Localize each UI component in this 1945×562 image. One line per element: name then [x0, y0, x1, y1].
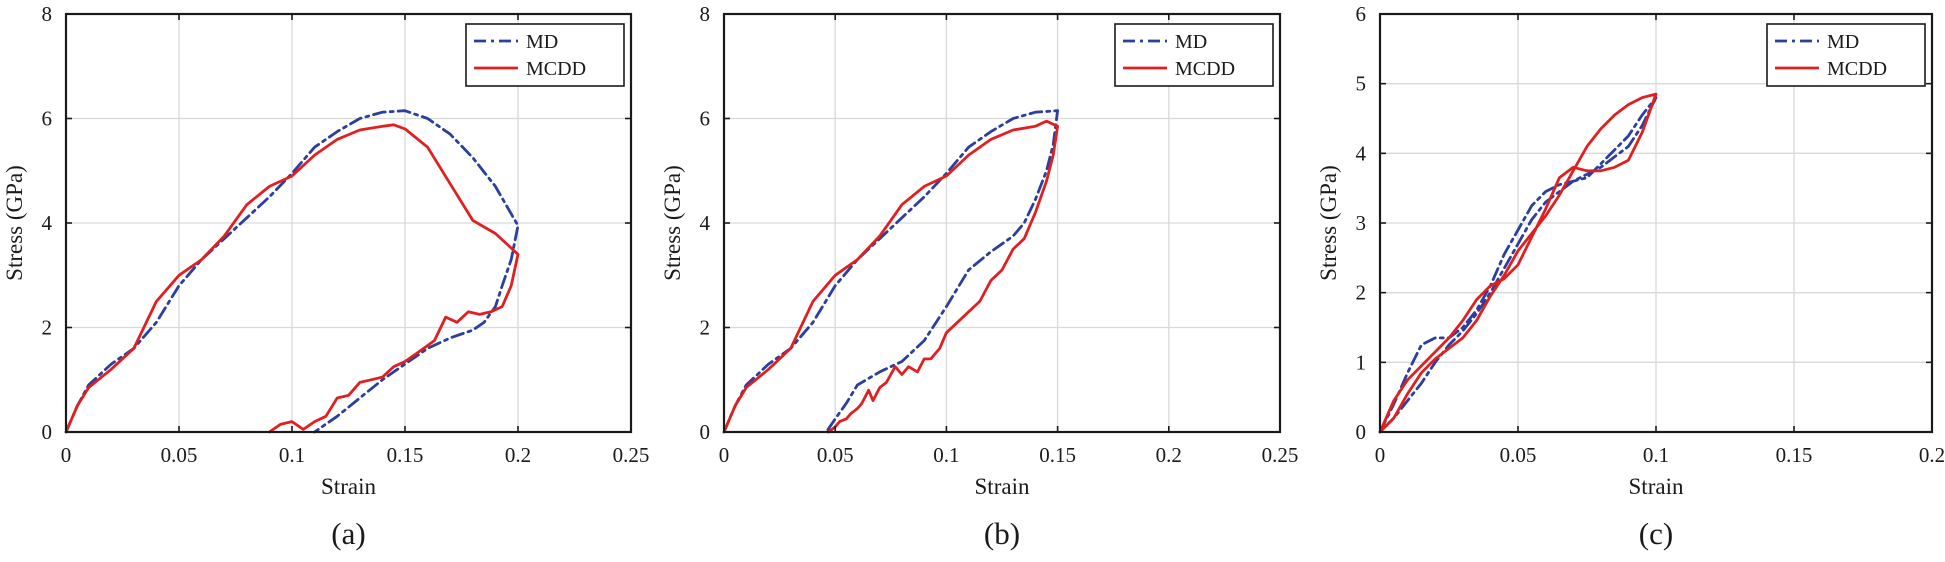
y-tick-label: 1: [1356, 350, 1367, 374]
x-tick-label: 0.2: [1156, 443, 1182, 467]
x-axis-label: Strain: [321, 474, 376, 499]
x-axis-label: Strain: [975, 474, 1030, 499]
y-tick-label: 0: [1356, 420, 1367, 444]
legend-label: MCDD: [1175, 58, 1235, 80]
y-tick-label: 3: [1356, 211, 1367, 235]
y-tick-label: 6: [700, 107, 711, 131]
x-tick-label: 0.05: [161, 443, 198, 467]
y-tick-label: 8: [700, 2, 711, 26]
x-tick-label: 0.15: [1039, 443, 1076, 467]
y-tick-label: 6: [42, 107, 53, 131]
y-axis-label: Stress (GPa): [2, 165, 27, 281]
x-tick-label: 0.1: [279, 443, 305, 467]
x-tick-label: 0.15: [387, 443, 424, 467]
series-line-mcdd: [722, 119, 1059, 434]
series-line-md: [722, 109, 1059, 434]
series-line-mcdd: [1378, 92, 1658, 434]
y-tick-label: 5: [1356, 72, 1367, 96]
series-line-mcdd: [64, 123, 520, 434]
y-tick-label: 2: [700, 316, 711, 340]
x-axis-label: Strain: [1629, 474, 1684, 499]
x-tick-label: 0.25: [1262, 443, 1299, 467]
x-tick-label: 0.1: [1643, 443, 1669, 467]
y-tick-label: 6: [1356, 2, 1367, 26]
panel-label: (a): [331, 516, 365, 551]
y-tick-label: 8: [42, 2, 53, 26]
x-tick-label: 0.15: [1776, 443, 1813, 467]
legend-label: MD: [1827, 31, 1859, 53]
y-tick-label: 4: [42, 211, 53, 235]
legend-label: MD: [526, 31, 558, 53]
series-line-md: [64, 109, 520, 434]
legend-label: MCDD: [1827, 58, 1887, 80]
y-tick-label: 0: [42, 420, 53, 444]
legend-label: MD: [1175, 31, 1207, 53]
y-tick-label: 0: [700, 420, 711, 444]
legend-box: [465, 23, 625, 87]
panel-label: (c): [1639, 516, 1673, 551]
x-tick-label: 0.05: [1500, 443, 1537, 467]
y-axis-label: Stress (GPa): [1316, 165, 1341, 281]
y-axis-label: Stress (GPa): [660, 165, 685, 281]
x-tick-label: 0.25: [613, 443, 650, 467]
panel-a: 0 0.05 0.1 0.15 0.2 0.25 0 2 4 6 8 Strain Stress (GP…: [2, 2, 649, 551]
legend-label: MCDD: [526, 58, 586, 80]
y-tick-label: 2: [1356, 281, 1367, 305]
x-tick-label: 0.2: [505, 443, 531, 467]
x-tick-label: 0: [61, 443, 72, 467]
legend: MD MCDD: [465, 23, 625, 87]
legend: MD MCDD: [1766, 23, 1926, 87]
y-tick-label: 4: [700, 211, 711, 235]
panel-c: 0 0.05 0.1 0.15 0.2 0 1 2 3 4 5 6 Strain Stress (GPa)…: [1316, 2, 1945, 551]
legend: MD MCDD: [1114, 23, 1274, 87]
legend-box: [1766, 23, 1926, 87]
x-tick-label: 0: [719, 443, 730, 467]
panel-label: (b): [984, 516, 1020, 551]
x-tick-label: 0.05: [817, 443, 854, 467]
legend-box: [1114, 23, 1274, 87]
x-tick-label: 0.1: [933, 443, 959, 467]
panel-b: 0 0.05 0.1 0.15 0.2 0.25 0 2 4 6 8 Strain Stress (GP…: [660, 2, 1298, 551]
x-tick-label: 0.2: [1919, 443, 1945, 467]
x-tick-label: 0: [1375, 443, 1386, 467]
y-tick-label: 4: [1356, 141, 1367, 165]
y-tick-label: 2: [42, 316, 53, 340]
